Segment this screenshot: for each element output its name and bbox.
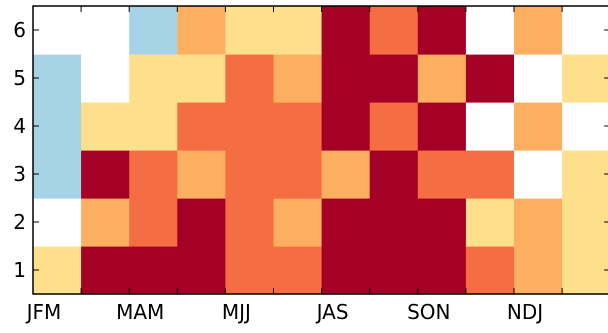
heatmap-cell bbox=[273, 150, 323, 199]
heatmap-cell bbox=[514, 198, 563, 247]
heatmap-cell bbox=[369, 54, 419, 103]
heatmap-cell bbox=[81, 150, 130, 199]
heatmap-cell bbox=[417, 6, 467, 55]
heatmap-cell bbox=[465, 6, 515, 55]
x-tick-label: NDJ bbox=[507, 300, 543, 324]
heatmap-cell bbox=[33, 150, 82, 199]
heatmap-cell bbox=[562, 54, 608, 103]
heatmap-cell bbox=[225, 54, 275, 103]
heatmap-cell bbox=[273, 6, 323, 55]
heatmap-cell bbox=[177, 246, 226, 295]
heatmap-cell bbox=[321, 150, 371, 199]
heatmap-cell bbox=[369, 150, 419, 199]
heatmap-cell bbox=[562, 150, 608, 199]
y-tick-label: 2 bbox=[13, 210, 26, 234]
y-tick-label: 6 bbox=[13, 18, 26, 42]
heatmap-cells bbox=[33, 6, 608, 295]
heatmap-cell bbox=[321, 246, 371, 295]
heatmap-cell bbox=[321, 102, 371, 151]
heatmap-cell bbox=[417, 150, 467, 199]
heatmap-cell bbox=[321, 54, 371, 103]
x-axis: JFM MAM MJJ JAS SON NDJ bbox=[25, 6, 563, 324]
x-tick-label: JAS bbox=[315, 300, 349, 324]
y-tick-label: 4 bbox=[13, 114, 26, 138]
heatmap-cell bbox=[177, 150, 226, 199]
heatmap-cell bbox=[225, 102, 275, 151]
y-axis: 1 2 3 4 5 6 bbox=[13, 18, 608, 282]
heatmap-cell bbox=[417, 54, 467, 103]
plot-frame bbox=[32, 5, 608, 295]
heatmap-cell bbox=[81, 198, 130, 247]
heatmap-cell bbox=[321, 198, 371, 247]
heatmap-cell bbox=[562, 6, 608, 55]
heatmap-cell bbox=[369, 198, 419, 247]
heatmap-cell bbox=[273, 102, 323, 151]
heatmap-cell bbox=[81, 102, 130, 151]
heatmap-cell bbox=[369, 102, 419, 151]
x-tick-label: SON bbox=[407, 300, 450, 324]
heatmap-cell bbox=[225, 6, 275, 55]
heatmap-cell bbox=[562, 246, 608, 295]
heatmap-cell bbox=[33, 102, 82, 151]
y-tick-label: 3 bbox=[13, 162, 26, 186]
y-tick-label: 5 bbox=[13, 66, 26, 90]
heatmap-cell bbox=[225, 198, 275, 247]
heatmap-cell bbox=[514, 54, 563, 103]
heatmap-cell bbox=[369, 6, 419, 55]
heatmap-cell bbox=[465, 150, 515, 199]
heatmap-cell bbox=[129, 54, 178, 103]
heatmap-cell bbox=[33, 246, 82, 295]
heatmap-cell bbox=[514, 150, 563, 199]
x-tick-label: MAM bbox=[116, 300, 164, 324]
heatmap-cell bbox=[465, 54, 515, 103]
heatmap-cell bbox=[225, 150, 275, 199]
heatmap-cell bbox=[129, 6, 178, 55]
y-tick-label: 1 bbox=[13, 258, 26, 282]
heatmap-cell bbox=[465, 246, 515, 295]
heatmap-cell bbox=[81, 246, 130, 295]
heatmap-cell bbox=[514, 6, 563, 55]
heatmap-cell bbox=[129, 246, 178, 295]
heatmap-cell bbox=[465, 102, 515, 151]
x-tick-label: JFM bbox=[25, 300, 62, 324]
heatmap-cell bbox=[369, 246, 419, 295]
heatmap-cell bbox=[465, 198, 515, 247]
heatmap-cell bbox=[81, 54, 130, 103]
heatmap-cell bbox=[514, 246, 563, 295]
heatmap-cell bbox=[81, 6, 130, 55]
heatmap-cell bbox=[129, 198, 178, 247]
heatmap-cell bbox=[321, 6, 371, 55]
heatmap-cell bbox=[417, 246, 467, 295]
heatmap-cell bbox=[33, 6, 82, 55]
heatmap-cell bbox=[177, 54, 226, 103]
heatmap-cell bbox=[225, 246, 275, 295]
heatmap-cell bbox=[129, 102, 178, 151]
heatmap-cell bbox=[273, 198, 323, 247]
heatmap-cell bbox=[129, 150, 178, 199]
heatmap-cell bbox=[417, 102, 467, 151]
heatmap-cell bbox=[562, 102, 608, 151]
heatmap-cell bbox=[33, 198, 82, 247]
heatmap-cell bbox=[273, 246, 323, 295]
heatmap-cell bbox=[417, 198, 467, 247]
heatmap-cell bbox=[177, 6, 226, 55]
heatmap-cell bbox=[33, 54, 82, 103]
heatmap-cell bbox=[562, 198, 608, 247]
heatmap-cell bbox=[177, 102, 226, 151]
x-tick-label: MJJ bbox=[222, 300, 251, 324]
heatmap-cell bbox=[273, 54, 323, 103]
heatmap-cell bbox=[514, 102, 563, 151]
heatmap-cell bbox=[177, 198, 226, 247]
